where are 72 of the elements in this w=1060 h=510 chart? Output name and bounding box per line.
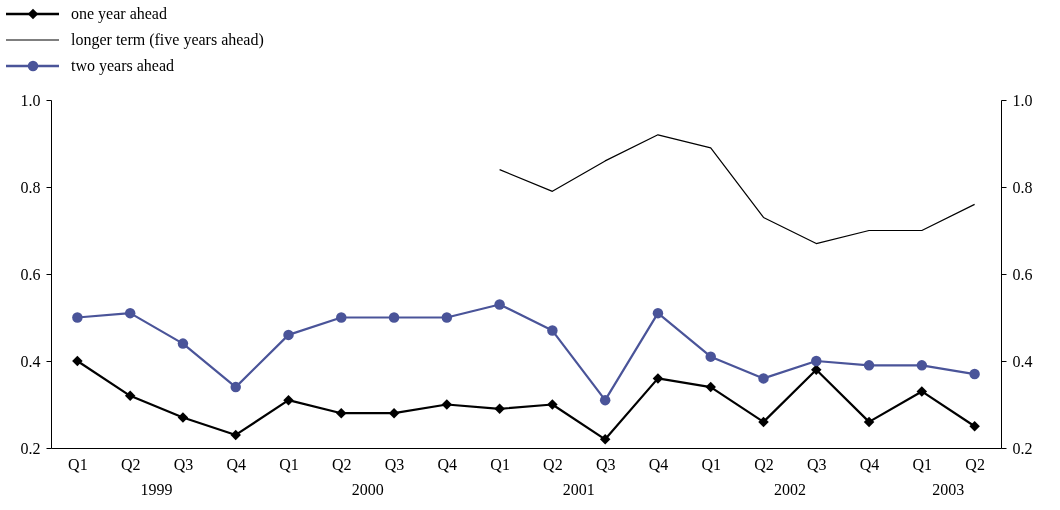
x-tick-label: Q1 [490,455,510,473]
point [72,312,83,323]
point [599,434,611,445]
point [441,399,453,410]
y2-tick-label: 0.4 [1012,352,1033,370]
point [705,381,716,393]
point [758,416,769,428]
x-tick-label: Q2 [754,455,774,473]
point [230,381,241,393]
text: 2002 [773,481,806,498]
point [494,403,505,415]
legend-label: one year ahead [71,5,167,23]
x-tick-label: Q3 [173,455,194,473]
text: 2001 [562,481,595,498]
text: 2003 [932,481,965,498]
y-tick-label: 0.4 [20,352,41,370]
point [283,394,294,406]
legend-label: longer term (five years ahead) [71,31,264,49]
point [916,386,928,397]
point [969,368,980,380]
x-tick-label: Q1 [279,455,299,473]
point [547,399,558,410]
point [547,325,558,336]
line-series [499,134,976,245]
y-tick-label: 0.8 [20,178,41,196]
text: 1999 [140,481,173,498]
x-tick-label: Q3 [807,455,827,473]
x-tick-label: Q2 [332,455,352,473]
point [124,390,136,402]
point [441,312,453,323]
x-tick-label: Q4 [437,455,458,473]
point [283,329,294,341]
point [863,360,875,371]
legend-label: two years ahead [71,57,175,75]
x-tick-label: Q1 [912,455,933,473]
point [388,312,400,323]
point [599,394,611,406]
point [177,412,189,423]
point [336,407,347,419]
y2-tick-label: 0.8 [1012,178,1033,196]
x-tick-label: Q4 [226,455,246,473]
point [811,355,822,367]
y-tick-label: 1.0 [20,91,41,109]
point [916,360,928,371]
point [969,421,980,432]
point [72,355,83,367]
x-tick-label: Q3 [384,455,405,473]
point [494,299,505,310]
y-tick-label: 0.2 [20,439,41,457]
point [336,312,347,323]
point [705,351,716,362]
point [652,373,664,384]
point [652,307,664,319]
point [388,407,400,419]
point [758,373,769,384]
point [177,338,189,349]
y-tick-label: 0.6 [20,265,41,283]
y2-tick-label: 1.0 [1012,91,1033,109]
x-tick-label: Q2 [120,455,141,473]
x-tick-label: Q4 [859,455,880,473]
y2-tick-label: 0.2 [1012,439,1033,457]
x-tick-label: Q3 [595,455,616,473]
point [863,416,875,428]
x-tick-label: Q4 [648,455,669,473]
text: 2000 [351,481,384,498]
point [124,307,136,319]
x-tick-label: Q1 [68,455,88,473]
x-tick-label: Q1 [701,455,721,473]
x-tick-label: Q2 [965,455,985,473]
x-tick-label: Q2 [543,455,563,473]
point [230,429,241,441]
y2-tick-label: 0.6 [1012,265,1033,283]
